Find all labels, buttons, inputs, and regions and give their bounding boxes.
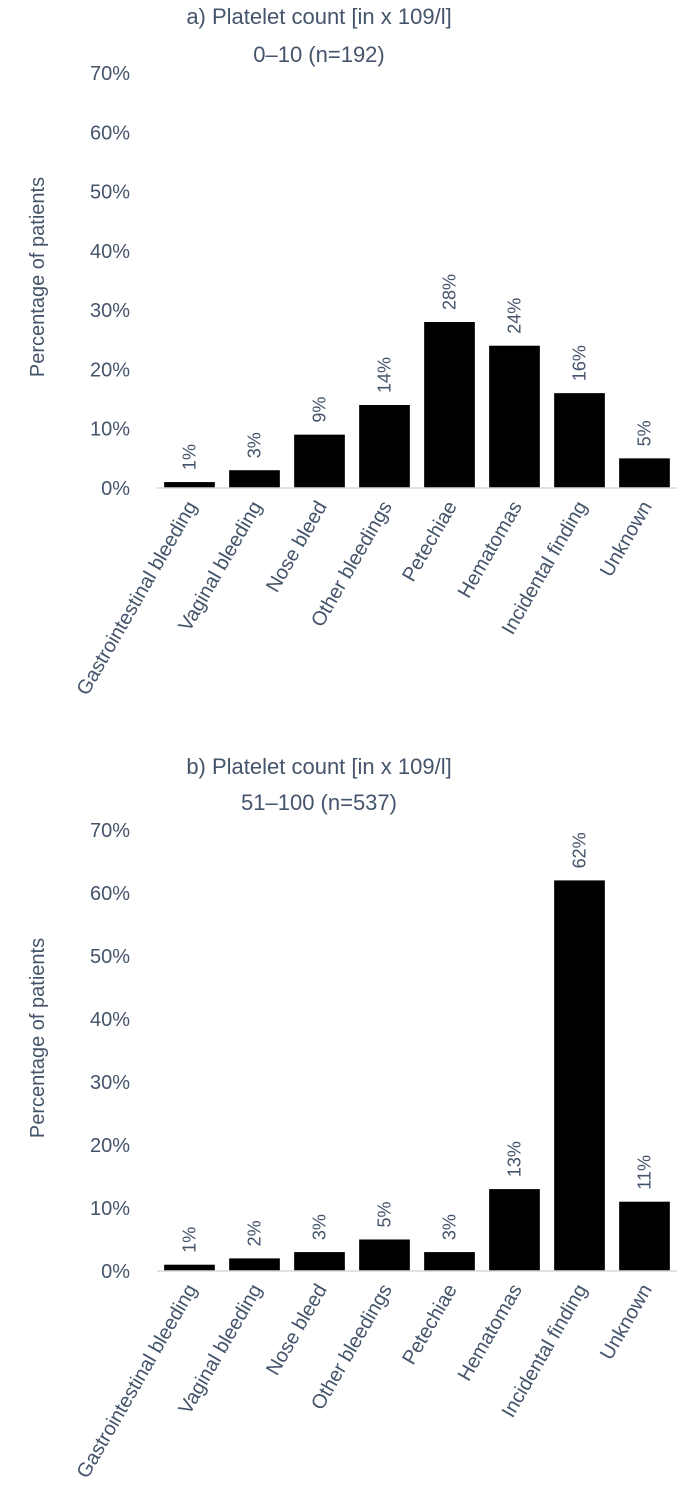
y-tick-label: 50% <box>90 946 130 968</box>
category-label: Nose bleed <box>262 1281 332 1380</box>
chart-title: a) Platelet count [in x 109/l] <box>186 4 451 29</box>
chart-title: b) Platelet count [in x 109/l] <box>186 754 451 779</box>
data-label: 28% <box>440 274 460 310</box>
bar <box>424 322 475 488</box>
bar <box>164 1264 215 1271</box>
bar-chart-svg: b) Platelet count [in x 109/l] 51–100 (n… <box>27 754 677 1483</box>
chart-panel-b: b) Platelet count [in x 109/l] 51–100 (n… <box>0 745 685 1490</box>
bar <box>619 458 670 488</box>
y-tick-label: 60% <box>90 883 130 905</box>
category-label: Petechiae <box>398 498 462 586</box>
data-label: 3% <box>310 1214 330 1240</box>
bar <box>554 393 605 488</box>
y-tick-label: 20% <box>90 359 130 381</box>
bar <box>164 482 215 488</box>
y-tick-label: 0% <box>101 1261 130 1283</box>
bar <box>294 434 345 488</box>
bar <box>554 880 605 1271</box>
bar <box>619 1201 670 1271</box>
data-label: 3% <box>440 1214 460 1240</box>
y-tick-label: 0% <box>101 478 130 500</box>
y-tick-label: 70% <box>90 63 130 85</box>
data-label: 13% <box>505 1141 525 1177</box>
y-tick-label: 20% <box>90 1135 130 1157</box>
data-label: 3% <box>245 432 265 458</box>
data-label: 1% <box>180 444 200 470</box>
y-tick-label: 10% <box>90 419 130 441</box>
y-axis-label: Percentage of patients <box>27 938 49 1138</box>
y-axis-label: Percentage of patients <box>27 177 49 377</box>
data-label: 62% <box>570 832 590 868</box>
data-label: 24% <box>505 298 525 334</box>
bar <box>359 405 410 488</box>
chart-subtitle: 0–10 (n=192) <box>253 42 385 67</box>
y-tick-label: 70% <box>90 820 130 842</box>
data-label: 5% <box>635 420 655 446</box>
y-tick-label: 40% <box>90 1009 130 1031</box>
category-label: Nose bleed <box>262 498 332 597</box>
category-label: Unknown <box>596 1281 657 1364</box>
chart-subtitle: 51–100 (n=537) <box>241 790 397 815</box>
bar <box>424 1252 475 1271</box>
y-tick-label: 60% <box>90 122 130 144</box>
category-label: Unknown <box>596 498 657 581</box>
bar <box>489 345 540 488</box>
category-label: Gastrointestinal bleeding <box>73 498 202 700</box>
category-label: Petechiae <box>398 1281 462 1369</box>
data-label: 2% <box>245 1220 265 1246</box>
y-tick-label: 30% <box>90 300 130 322</box>
bar-chart-svg: a) Platelet count [in x 109/l] 0–10 (n=1… <box>27 4 677 700</box>
bar <box>359 1239 410 1271</box>
bar <box>294 1252 345 1271</box>
category-label: Hematomas <box>454 1281 527 1385</box>
bar <box>229 1258 280 1271</box>
data-label: 9% <box>310 397 330 423</box>
data-label: 11% <box>635 1155 655 1190</box>
bar <box>489 1189 540 1271</box>
y-tick-label: 40% <box>90 241 130 263</box>
category-label: Gastrointestinal bleeding <box>73 1281 202 1483</box>
data-label: 5% <box>375 1201 395 1227</box>
y-tick-label: 50% <box>90 182 130 204</box>
y-tick-label: 30% <box>90 1072 130 1094</box>
data-label: 14% <box>375 357 395 393</box>
bar <box>229 470 280 488</box>
y-tick-label: 10% <box>90 1198 130 1220</box>
data-label: 16% <box>570 345 590 381</box>
data-label: 1% <box>180 1227 200 1253</box>
chart-panel-a: a) Platelet count [in x 109/l] 0–10 (n=1… <box>27 4 677 700</box>
category-label: Hematomas <box>454 498 527 602</box>
